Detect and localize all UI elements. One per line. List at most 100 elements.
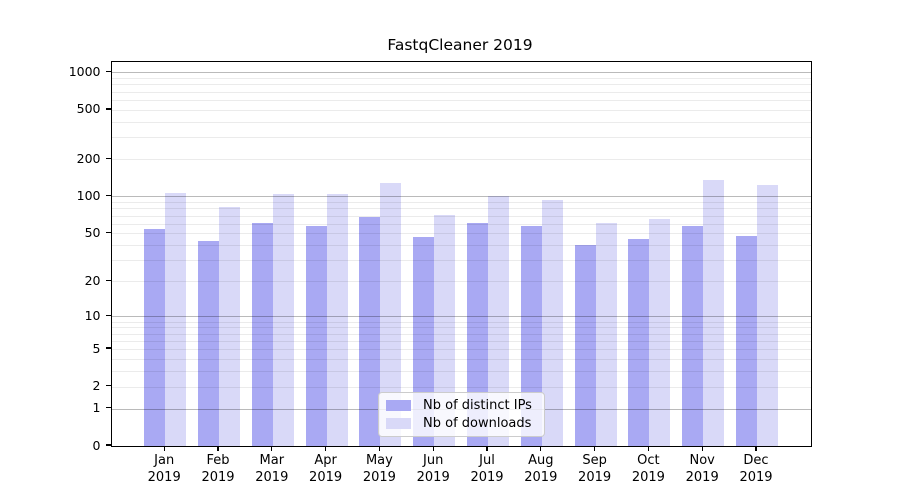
minor-gridline (111, 321, 811, 323)
legend-swatch-downloads (386, 418, 411, 429)
x-axis-label: Jan 2019 (129, 453, 199, 486)
x-axis-label-year: 2019 (739, 469, 773, 485)
bar (682, 225, 704, 446)
minor-gridline (111, 121, 811, 123)
y-axis-label: 1000 (68, 63, 101, 79)
bar (595, 222, 617, 446)
minor-gridline (111, 260, 811, 262)
x-axis-label-month: Sep (582, 453, 607, 468)
bar (144, 229, 166, 446)
x-axis-label: Sep 2019 (560, 453, 630, 486)
minor-gridline (111, 349, 811, 351)
bar (305, 226, 327, 446)
x-axis-label-month: Apr (314, 453, 337, 468)
y-axis-label: 10 (84, 307, 101, 323)
x-axis-tick (324, 446, 327, 452)
plot-area (110, 60, 812, 447)
x-axis-label: Apr 2019 (291, 453, 361, 486)
x-axis-label-year: 2019 (362, 469, 396, 485)
y-axis-tick (105, 231, 111, 234)
x-axis-label-month: Dec (743, 453, 769, 468)
bar (251, 222, 273, 446)
bar (219, 207, 240, 446)
y-axis-tick (105, 108, 111, 110)
minor-gridline (111, 208, 811, 210)
bar (198, 241, 219, 446)
minor-gridline (111, 78, 811, 80)
x-axis-tick (378, 446, 381, 452)
bar (574, 245, 596, 446)
minor-gridline (111, 281, 811, 283)
y-axis-tick (105, 194, 111, 197)
bar (380, 183, 402, 446)
bar (165, 192, 187, 446)
y-axis-label: 50 (84, 224, 101, 240)
major-gridline (111, 72, 811, 74)
minor-gridline (111, 340, 811, 342)
bar (736, 235, 757, 446)
x-axis-tick (432, 446, 434, 452)
x-axis-tick (755, 446, 757, 452)
x-axis-label: May 2019 (344, 453, 414, 486)
y-axis-tick (105, 157, 111, 159)
minor-gridline (111, 333, 811, 335)
minor-gridline (111, 223, 811, 225)
legend-item: Nb of downloads (386, 416, 536, 431)
x-axis-label-year: 2019 (685, 469, 719, 485)
x-axis-label-year: 2019 (631, 469, 665, 485)
x-axis-tick (540, 446, 542, 452)
x-axis-tick (486, 446, 488, 452)
y-axis-tick (105, 406, 111, 409)
x-axis-label-year: 2019 (309, 469, 343, 485)
bar (541, 200, 563, 446)
minor-gridline (111, 84, 811, 86)
x-axis-label-month: Jun (423, 453, 444, 468)
y-axis-label: 2 (92, 378, 101, 394)
y-axis-tick (105, 314, 111, 317)
x-axis-label-month: Jan (154, 453, 175, 468)
legend-swatch-distinct-ips (386, 400, 411, 411)
x-axis-label-year: 2019 (147, 469, 181, 485)
y-axis-tick (105, 279, 111, 282)
x-axis-label: Jul 2019 (452, 453, 522, 486)
x-axis-label-year: 2019 (201, 469, 235, 485)
y-axis-tick (105, 384, 111, 387)
bar (649, 218, 671, 446)
x-axis-label: Dec 2019 (721, 453, 791, 486)
x-axis-label: Jun 2019 (398, 453, 468, 486)
x-axis-label-month: May (365, 453, 393, 468)
minor-gridline (111, 137, 811, 139)
legend-item: Nb of distinct IPs (386, 398, 536, 413)
y-axis-tick (105, 347, 111, 349)
x-axis-label-month: Oct (637, 453, 660, 468)
x-axis-label-month: Feb (206, 453, 230, 468)
x-axis-label: Nov 2019 (667, 453, 737, 486)
y-axis-tick (105, 70, 111, 73)
x-axis-label-month: Aug (528, 453, 554, 468)
x-axis-label-month: Jul (479, 453, 495, 468)
bar (628, 239, 650, 446)
minor-gridline (111, 386, 811, 388)
x-axis-tick (271, 446, 273, 452)
bar (467, 222, 488, 446)
bar (488, 195, 509, 446)
x-axis-tick (647, 446, 650, 452)
x-axis-label-year: 2019 (470, 469, 504, 485)
y-axis-label: 0 (92, 437, 101, 453)
minor-gridline (111, 91, 811, 93)
major-gridline (111, 196, 811, 198)
x-axis-label-year: 2019 (524, 469, 558, 485)
y-axis-label: 20 (84, 272, 101, 288)
legend-label: Nb of distinct IPs (423, 398, 532, 413)
legend: Nb of distinct IPs Nb of downloads (378, 392, 545, 437)
minor-gridline (111, 100, 811, 102)
minor-gridline (111, 233, 811, 235)
x-axis-tick (217, 446, 219, 452)
y-axis-label: 500 (76, 101, 101, 117)
y-axis-tick (105, 444, 111, 446)
bar (703, 179, 725, 446)
minor-gridline (111, 245, 811, 247)
minor-gridline (111, 159, 811, 161)
y-axis-label: 200 (76, 150, 101, 166)
